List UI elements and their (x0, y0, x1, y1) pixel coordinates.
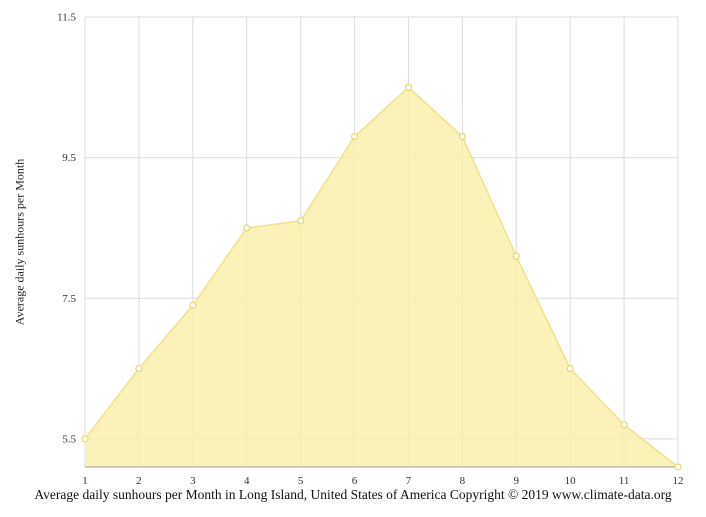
data-point-month-7 (404, 83, 413, 91)
x-tick-label: 1 (82, 475, 88, 487)
y-tick-label: 5.5 (62, 433, 76, 445)
data-point-month-12 (674, 463, 682, 471)
data-point-month-1 (81, 435, 89, 443)
series-area-fill (85, 87, 678, 467)
x-tick-label: 11 (619, 475, 630, 487)
x-tick-label: 2 (136, 475, 142, 487)
x-tick-label: 6 (352, 475, 358, 487)
y-tick-label: 11.5 (57, 12, 76, 24)
y-tick-label: 7.5 (62, 293, 76, 305)
data-point-month-3 (189, 301, 197, 309)
series-line (84, 86, 679, 468)
data-point-month-2 (135, 364, 143, 373)
x-tick-label: 7 (406, 475, 412, 487)
x-tick-label: 8 (460, 475, 466, 487)
x-tick-label: 12 (673, 475, 684, 487)
y-axis-label: Average daily sunhours per Month (12, 158, 27, 326)
data-point-month-5 (297, 217, 305, 225)
data-point-month-11 (620, 421, 628, 429)
x-tick-label: 4 (244, 475, 250, 487)
data-point-month-6 (350, 132, 359, 141)
x-tick-label: 5 (298, 475, 304, 487)
data-point-month-10 (566, 364, 574, 373)
x-tick-label: 9 (514, 475, 520, 487)
x-tick-label: 3 (190, 475, 196, 487)
data-point-month-4 (243, 224, 251, 232)
chart-caption: Average daily sunhours per Month in Long… (34, 487, 672, 502)
x-tick-label: 10 (565, 475, 577, 487)
data-point-month-9 (512, 252, 520, 260)
y-tick-label: 9.5 (62, 152, 76, 164)
data-point-month-8 (458, 132, 466, 141)
